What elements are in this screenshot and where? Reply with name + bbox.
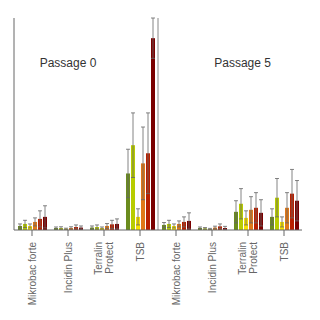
svg-text:Mikrobac forte: Mikrobac forte	[171, 242, 182, 306]
svg-text:Passage 5: Passage 5	[214, 56, 271, 70]
svg-text:TSB: TSB	[279, 242, 290, 262]
svg-text:Incidin Plus: Incidin Plus	[207, 242, 218, 293]
svg-text:Passage 0: Passage 0	[40, 56, 97, 70]
svg-text:Incidin Plus: Incidin Plus	[63, 242, 74, 293]
svg-text:TerralinProtect: TerralinProtect	[93, 242, 115, 275]
svg-text:TSB: TSB	[135, 242, 146, 262]
svg-text:TerralinProtect: TerralinProtect	[237, 242, 259, 275]
svg-text:Mikrobac forte: Mikrobac forte	[27, 242, 38, 306]
